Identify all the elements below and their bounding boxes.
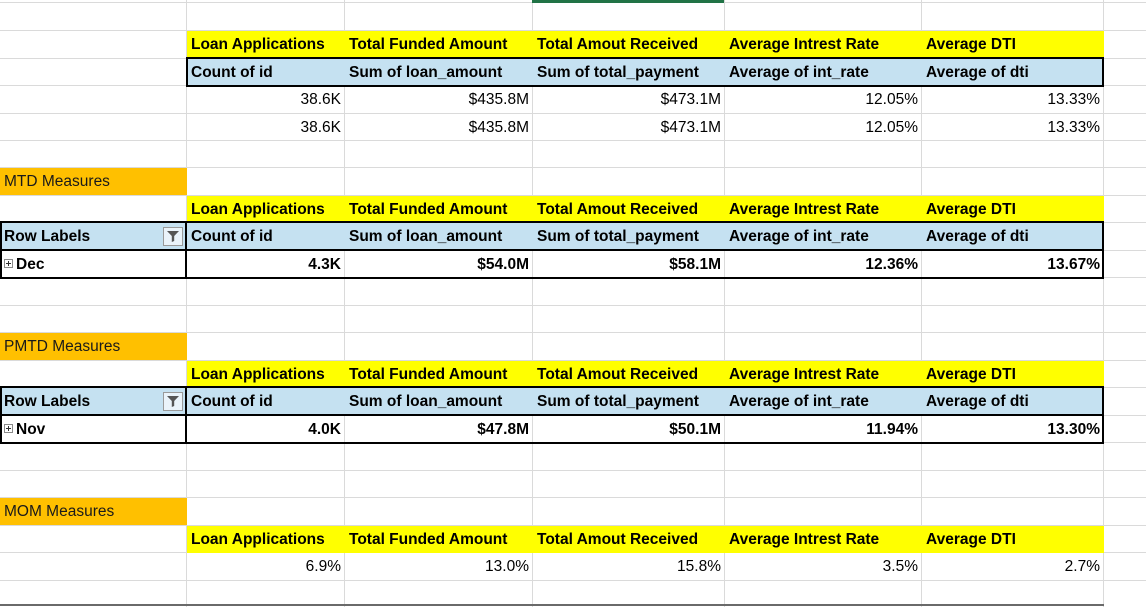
mtd-dti[interactable]: 13.67% bbox=[1047, 256, 1100, 273]
mom-dti[interactable]: 2.7% bbox=[1064, 558, 1100, 575]
header-total-received[interactable]: Total Amout Received bbox=[533, 31, 725, 58]
pmtd-header-total-received[interactable]: Total Amout Received bbox=[533, 361, 725, 388]
sub-sum-payment[interactable]: Sum of total_payment bbox=[533, 59, 725, 86]
mtd-row-month[interactable]: Dec bbox=[0, 251, 187, 278]
mtd-filter-button[interactable] bbox=[163, 227, 183, 246]
sub-sum-loan[interactable]: Sum of loan_amount bbox=[345, 59, 533, 86]
mom-header-total-received[interactable]: Total Amout Received bbox=[533, 526, 725, 553]
mtd-col-divider bbox=[185, 221, 187, 279]
overall-received-copy[interactable]: $473.1M bbox=[660, 119, 721, 136]
filter-funnel-icon bbox=[167, 231, 179, 242]
pmtd-sub-sum-loan[interactable]: Sum of loan_amount bbox=[345, 388, 533, 415]
mtd-header-total-funded[interactable]: Total Funded Amount bbox=[345, 196, 533, 223]
mtd-count[interactable]: 4.3K bbox=[308, 256, 341, 273]
mtd-divider bbox=[0, 249, 1104, 251]
header-avg-rate[interactable]: Average Intrest Rate bbox=[725, 31, 922, 58]
header-loan-applications[interactable]: Loan Applications bbox=[187, 31, 345, 58]
sub-avg-dti[interactable]: Average of dti bbox=[922, 59, 1104, 86]
pmtd-header-total-funded[interactable]: Total Funded Amount bbox=[345, 361, 533, 388]
mtd-header-avg-rate[interactable]: Average Intrest Rate bbox=[725, 196, 922, 223]
pmtd-count[interactable]: 4.0K bbox=[308, 421, 341, 438]
pmtd-funded[interactable]: $47.8M bbox=[477, 421, 529, 438]
mom-title[interactable]: MOM Measures bbox=[0, 498, 187, 525]
overall-rate-copy[interactable]: 12.05% bbox=[865, 119, 918, 136]
mtd-month-label: Dec bbox=[16, 256, 45, 273]
overall-count-copy[interactable]: 38.6K bbox=[300, 119, 341, 136]
pmtd-sub-sum-payment[interactable]: Sum of total_payment bbox=[533, 388, 725, 415]
pmtd-row-month[interactable]: Nov bbox=[0, 416, 187, 443]
overall-received[interactable]: $473.1M bbox=[660, 91, 721, 108]
header-total-funded[interactable]: Total Funded Amount bbox=[345, 31, 533, 58]
pmtd-sub-avg-dti[interactable]: Average of dti bbox=[922, 388, 1104, 415]
mtd-funded[interactable]: $54.0M bbox=[477, 256, 529, 273]
pmtd-title[interactable]: PMTD Measures bbox=[0, 333, 187, 360]
pmtd-dti[interactable]: 13.30% bbox=[1047, 421, 1100, 438]
mom-header-avg-dti[interactable]: Average DTI bbox=[922, 526, 1104, 553]
pmtd-rate[interactable]: 11.94% bbox=[866, 421, 918, 438]
mom-bottom-border bbox=[0, 604, 1104, 606]
mom-received[interactable]: 15.8% bbox=[677, 558, 721, 575]
filter-funnel-icon bbox=[167, 396, 179, 407]
mtd-sub-avg-int[interactable]: Average of int_rate bbox=[725, 223, 922, 250]
mtd-received[interactable]: $58.1M bbox=[669, 256, 721, 273]
mtd-title[interactable]: MTD Measures bbox=[0, 168, 187, 195]
mom-funded[interactable]: 13.0% bbox=[485, 558, 529, 575]
pmtd-header-avg-rate[interactable]: Average Intrest Rate bbox=[725, 361, 922, 388]
mtd-row-labels[interactable]: Row Labels bbox=[0, 223, 187, 250]
mtd-sub-avg-dti[interactable]: Average of dti bbox=[922, 223, 1104, 250]
pmtd-sub-avg-int[interactable]: Average of int_rate bbox=[725, 388, 922, 415]
mom-count[interactable]: 6.9% bbox=[305, 558, 341, 575]
pmtd-divider bbox=[0, 414, 1104, 416]
mtd-header-total-received[interactable]: Total Amout Received bbox=[533, 196, 725, 223]
pmtd-month-label: Nov bbox=[16, 421, 46, 438]
pmtd-header-loan-applications[interactable]: Loan Applications bbox=[187, 361, 345, 388]
pmtd-header-avg-dti[interactable]: Average DTI bbox=[922, 361, 1104, 388]
mtd-header-avg-dti[interactable]: Average DTI bbox=[922, 196, 1104, 223]
expand-plus-icon[interactable] bbox=[4, 424, 13, 434]
pmtd-col-divider bbox=[185, 386, 187, 444]
overall-funded-copy[interactable]: $435.8M bbox=[468, 119, 529, 136]
mtd-sub-sum-loan[interactable]: Sum of loan_amount bbox=[345, 223, 533, 250]
expand-plus-icon[interactable] bbox=[4, 259, 13, 269]
overall-rate[interactable]: 12.05% bbox=[865, 91, 918, 108]
mtd-rate[interactable]: 12.36% bbox=[865, 256, 918, 273]
overall-funded[interactable]: $435.8M bbox=[468, 91, 529, 108]
sub-count-id[interactable]: Count of id bbox=[187, 59, 345, 86]
mom-header-avg-rate[interactable]: Average Intrest Rate bbox=[725, 526, 922, 553]
mtd-header-loan-applications[interactable]: Loan Applications bbox=[187, 196, 345, 223]
sub-avg-int[interactable]: Average of int_rate bbox=[725, 59, 922, 86]
pmtd-row-labels[interactable]: Row Labels bbox=[0, 388, 187, 415]
overall-dti[interactable]: 13.33% bbox=[1047, 91, 1100, 108]
pmtd-received[interactable]: $50.1M bbox=[669, 421, 721, 438]
overall-dti-copy[interactable]: 13.33% bbox=[1047, 119, 1100, 136]
mom-header-loan-applications[interactable]: Loan Applications bbox=[187, 526, 345, 553]
header-avg-dti[interactable]: Average DTI bbox=[922, 31, 1104, 58]
pmtd-filter-button[interactable] bbox=[163, 392, 183, 411]
overall-count[interactable]: 38.6K bbox=[300, 91, 341, 108]
selected-cell-indicator bbox=[532, 0, 724, 3]
pmtd-sub-count-id[interactable]: Count of id bbox=[187, 388, 345, 415]
mtd-sub-count-id[interactable]: Count of id bbox=[187, 223, 345, 250]
mom-header-total-funded[interactable]: Total Funded Amount bbox=[345, 526, 533, 553]
mtd-sub-sum-payment[interactable]: Sum of total_payment bbox=[533, 223, 725, 250]
mom-rate[interactable]: 3.5% bbox=[882, 558, 918, 575]
